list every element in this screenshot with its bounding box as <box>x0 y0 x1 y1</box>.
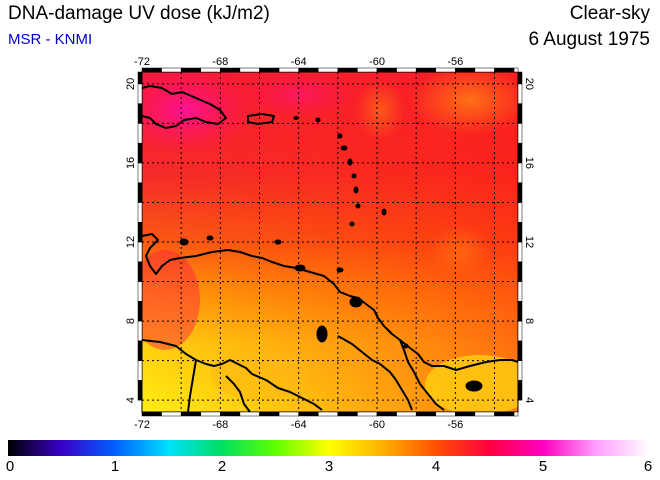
lon-tick-label: -56 <box>447 56 463 68</box>
source-label: MSR - KNMI <box>8 31 93 48</box>
lat-tick-label: 12 <box>523 236 535 248</box>
colorbar-tick-label: 2 <box>217 458 227 475</box>
lat-tick-label: 16 <box>125 157 137 169</box>
map-border-ticks <box>137 67 523 417</box>
lat-tick-label: 20 <box>523 78 535 90</box>
lat-tick-label: 4 <box>125 397 137 403</box>
lat-tick-label: 4 <box>523 397 535 403</box>
chart-title: DNA-damage UV dose (kJ/m2) <box>8 3 270 24</box>
islands <box>179 116 483 392</box>
lon-tick-label: -68 <box>212 56 228 68</box>
condition-label: Clear-sky <box>569 3 650 24</box>
lon-tick-label: -72 <box>134 56 150 68</box>
colorbar-tick-label: 5 <box>538 458 548 475</box>
lon-tick-labels-bottom: -72 -68 -64 -60 -56 <box>134 419 463 431</box>
lon-tick-label: -60 <box>369 56 385 68</box>
lon-tick-label: -64 <box>291 56 307 68</box>
lon-tick-label: -60 <box>369 419 385 431</box>
colorbar <box>8 440 650 456</box>
lon-tick-label: -68 <box>212 419 228 431</box>
lat-tick-label: 20 <box>125 78 137 90</box>
colorbar-tick-label: 0 <box>5 458 15 475</box>
colorbar-tick-label: 3 <box>324 458 334 475</box>
lat-tick-label: 12 <box>125 236 137 248</box>
uv-field <box>142 72 518 412</box>
colorbar-tick-label: 4 <box>431 458 441 475</box>
lon-tick-labels-top: -72 -68 -64 -60 -56 <box>134 56 463 68</box>
lon-tick-label: -72 <box>134 419 150 431</box>
lon-tick-label: -56 <box>447 419 463 431</box>
lat-tick-labels-right: 20 16 12 8 4 <box>523 78 535 403</box>
date-label: 6 August 1975 <box>528 29 651 50</box>
lat-tick-label: 8 <box>523 318 535 324</box>
coastlines <box>142 85 518 412</box>
lon-tick-label: -64 <box>291 419 307 431</box>
lat-tick-label: 16 <box>523 157 535 169</box>
lat-tick-label: 8 <box>125 318 137 324</box>
colorbar-tick-label: 6 <box>643 458 653 475</box>
lat-tick-labels-left: 20 16 12 8 4 <box>125 78 137 403</box>
graticule <box>142 72 518 412</box>
colorbar-tick-label: 1 <box>110 458 120 475</box>
